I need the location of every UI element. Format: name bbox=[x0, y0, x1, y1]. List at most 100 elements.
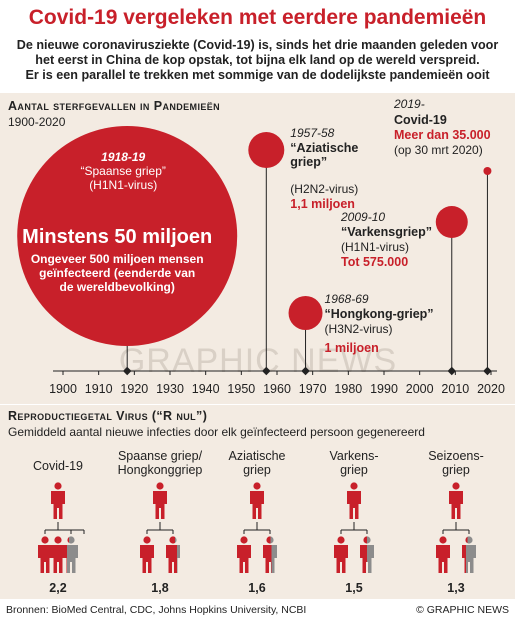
x-tick-label: 2010 bbox=[441, 382, 469, 396]
spanish-flu-years: 1918-19 bbox=[101, 150, 145, 164]
person-head bbox=[465, 536, 473, 544]
person-body bbox=[436, 545, 450, 573]
person-head bbox=[67, 536, 75, 544]
deaths-heading: Aantal sterfgevallen in Pandemieën bbox=[8, 99, 221, 113]
r0-connector bbox=[44, 522, 85, 534]
person-body bbox=[449, 491, 463, 519]
r0-source-person bbox=[347, 482, 361, 519]
person-body bbox=[334, 545, 348, 573]
x-tick-label: 1960 bbox=[263, 382, 291, 396]
x-tick-label: 1910 bbox=[85, 382, 113, 396]
x-tick-label: 1920 bbox=[120, 382, 148, 396]
spanish-flu-note: geïnfecteerd (eenderde van bbox=[39, 266, 195, 280]
hongkong-flu-deaths: 1 miljoen bbox=[325, 341, 379, 355]
asian-flu-virus: (H2N2-virus) bbox=[290, 182, 358, 196]
r0-category-label: Spaanse griep/ bbox=[118, 449, 203, 463]
person-head bbox=[143, 536, 151, 544]
intro-line: het eerst in China de kop opstak, tot bi… bbox=[35, 53, 480, 67]
swine-flu-virus: (H1N1-virus) bbox=[341, 240, 409, 254]
person-head bbox=[363, 536, 371, 544]
r0-value-label: 2,2 bbox=[49, 581, 66, 595]
x-tick-label: 1970 bbox=[299, 382, 327, 396]
person-head bbox=[54, 536, 62, 544]
r0-category-label: griep bbox=[340, 463, 368, 477]
x-tick-label: 1940 bbox=[192, 382, 220, 396]
r0-category-label: Varkens- bbox=[329, 449, 378, 463]
hongkong-flu-name: “Hongkong-griep” bbox=[325, 307, 434, 321]
r0-infected-person bbox=[237, 536, 251, 573]
person-body bbox=[347, 491, 361, 519]
r0-infected-person bbox=[140, 536, 154, 573]
person-head bbox=[240, 536, 248, 544]
asian-flu-deaths: 1,1 miljoen bbox=[290, 197, 355, 211]
r0-source-person bbox=[250, 482, 264, 519]
person-body bbox=[237, 545, 251, 573]
intro-line: Er is een parallel te trekken met sommig… bbox=[25, 68, 490, 82]
page-title: Covid-19 vergeleken met eerdere pandemie… bbox=[28, 6, 487, 29]
credit-text: © GRAPHIC NEWS bbox=[416, 604, 509, 616]
r0-source-person bbox=[449, 482, 463, 519]
hongkong-flu-virus: (H3N2-virus) bbox=[325, 322, 393, 336]
pandemic-bubble bbox=[483, 167, 492, 175]
r0-source-person bbox=[51, 482, 65, 519]
r0-infected-person bbox=[360, 536, 374, 573]
swine-flu-years: 2009-10 bbox=[340, 210, 385, 224]
r0-value-label: 1,8 bbox=[151, 581, 168, 595]
person-body bbox=[51, 545, 65, 573]
person-head bbox=[41, 536, 49, 544]
sources-text: Bronnen: BioMed Central, CDC, Johns Hopk… bbox=[6, 604, 307, 616]
r0-infected-person bbox=[462, 536, 476, 573]
r0-category-label: Seizoens- bbox=[428, 449, 484, 463]
pandemic-bubble bbox=[248, 132, 285, 168]
person-head bbox=[169, 536, 177, 544]
r0-category-label: griep bbox=[243, 463, 271, 477]
x-tick-label: 1950 bbox=[227, 382, 255, 396]
x-tick-label: 1900 bbox=[49, 382, 77, 396]
r0-connector bbox=[340, 522, 368, 534]
person-body bbox=[360, 545, 374, 573]
x-tick-label: 2000 bbox=[406, 382, 434, 396]
person-head bbox=[266, 536, 274, 544]
r0-heading: Reproductiegetal Virus (“R nul”) bbox=[8, 409, 208, 423]
covid-name: Covid-19 bbox=[394, 113, 447, 127]
spanish-flu-note: Ongeveer 500 miljoen mensen bbox=[31, 252, 204, 266]
r0-value-label: 1,3 bbox=[447, 581, 464, 595]
person-body bbox=[51, 491, 65, 519]
person-head bbox=[452, 482, 460, 490]
person-head bbox=[253, 482, 261, 490]
r0-infected-person bbox=[436, 536, 450, 573]
person-body bbox=[166, 545, 180, 573]
pandemic-bubble bbox=[17, 126, 238, 346]
asian-flu-years: 1957-58 bbox=[290, 126, 334, 140]
r0-infected-person bbox=[38, 536, 52, 573]
person-body bbox=[462, 545, 476, 573]
person-body bbox=[153, 491, 167, 519]
r0-infected-person bbox=[263, 536, 277, 573]
person-body bbox=[140, 545, 154, 573]
r0-category-label: griep bbox=[442, 463, 470, 477]
r0-connector bbox=[243, 522, 271, 534]
spanish-flu-name: “Spaanse griep” bbox=[81, 164, 166, 178]
r0-infected-person bbox=[166, 536, 180, 573]
r0-category-label: Covid-19 bbox=[33, 459, 83, 473]
r0-value-label: 1,6 bbox=[248, 581, 265, 595]
pandemic-bubble bbox=[435, 206, 468, 238]
person-head bbox=[54, 482, 62, 490]
intro-text: De nieuwe coronavirusziekte (Covid-19) i… bbox=[0, 38, 515, 83]
spanish-flu-virus: (H1N1-virus) bbox=[89, 178, 157, 192]
deaths-subheading: 1900-2020 bbox=[8, 115, 66, 129]
watermark: GRAPHIC NEWS bbox=[119, 342, 397, 380]
asian-flu-name: griep” bbox=[290, 155, 327, 169]
swine-flu-deaths: Tot 575.000 bbox=[341, 255, 408, 269]
person-body bbox=[64, 545, 78, 573]
person-body bbox=[263, 545, 277, 573]
hongkong-flu-years: 1968-69 bbox=[325, 292, 369, 306]
covid-deaths: Meer dan 35.000 bbox=[394, 128, 491, 142]
person-head bbox=[337, 536, 345, 544]
r0-infected-person bbox=[51, 536, 65, 573]
r0-subheading: Gemiddeld aantal nieuwe infecties door e… bbox=[8, 425, 425, 439]
spanish-flu-deaths: Minstens 50 miljoen bbox=[22, 226, 212, 248]
person-head bbox=[439, 536, 447, 544]
